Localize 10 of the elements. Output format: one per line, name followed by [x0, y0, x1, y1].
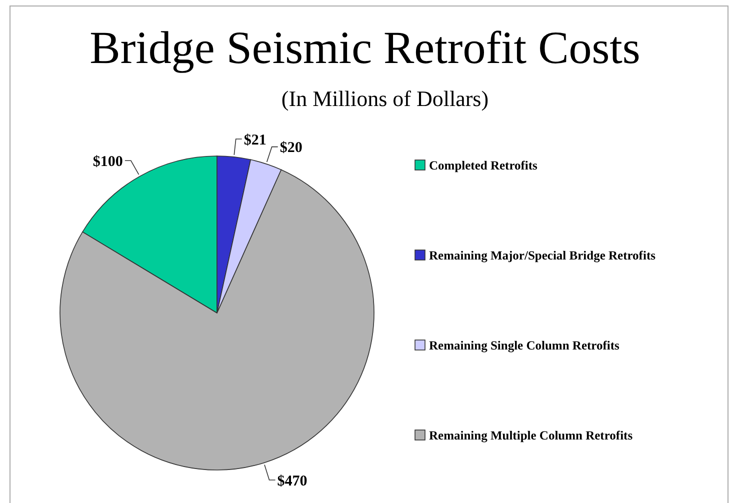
data-label: $470	[277, 473, 308, 490]
data-label: $100	[92, 154, 123, 170]
legend-label: Remaining Multiple Column Retrofits	[429, 428, 633, 442]
legend-label: Completed Retrofits	[429, 158, 538, 172]
chart-subtitle: (In Millions of Dollars)	[281, 86, 489, 111]
chart-title: Bridge Seismic Retrofit Costs	[90, 22, 640, 73]
data-label: $20	[280, 140, 302, 156]
legend-label: Remaining Major/Special Bridge Retrofits	[429, 248, 656, 262]
legend-label: Remaining Single Column Retrofits	[429, 338, 620, 352]
data-label: $21	[244, 132, 266, 148]
